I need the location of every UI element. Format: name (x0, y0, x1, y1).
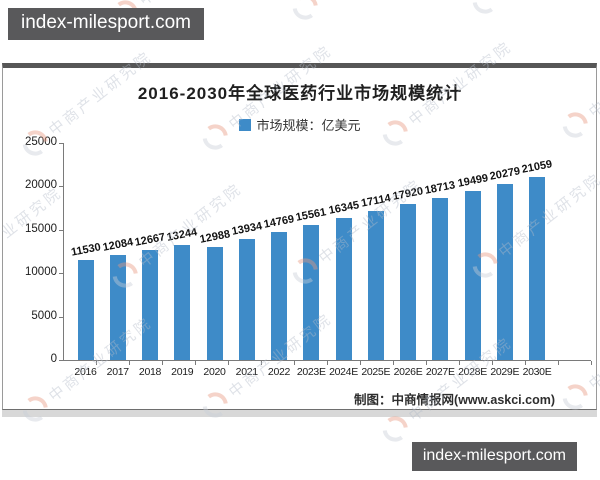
watermark-text: 中商产业研究院 (314, 0, 426, 4)
chart-title: 2016-2030年全球医药行业市场规模统计 (137, 84, 463, 103)
legend-label: 市场规模：亿美元 (256, 118, 361, 133)
chart-credit: 制图：中商情报网(www.askci.com) (354, 393, 555, 407)
watermark-logo-icon (292, 0, 318, 20)
watermark-logo-icon (472, 0, 498, 14)
site-banner-top-left: index-milesport.com (8, 8, 204, 40)
chart-legend: 市场规模：亿美元 (0, 115, 600, 134)
brand-watermark: 中商产业研究院 (287, 0, 428, 25)
brand-watermark: 中商产业研究院 (467, 0, 600, 19)
legend-swatch-icon (239, 118, 252, 131)
card-bottom-shadow (2, 410, 597, 417)
site-banner-bottom-right: index-milesport.com (411, 442, 577, 471)
